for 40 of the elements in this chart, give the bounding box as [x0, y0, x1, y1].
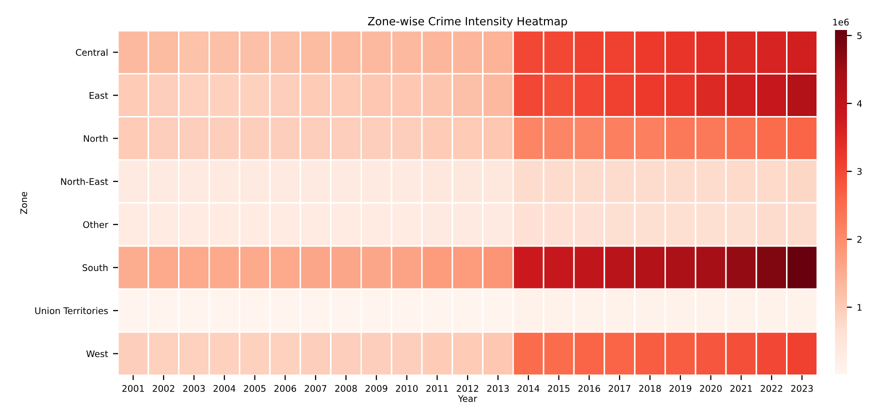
y-axis-title: Zone: [20, 192, 28, 214]
x-tick-label: 2007: [304, 385, 326, 392]
color-bar-label: 2: [857, 236, 862, 243]
x-tick-label: 2016: [578, 385, 600, 392]
x-tick-label: 2017: [608, 385, 630, 392]
x-tick-label: 2019: [670, 385, 692, 392]
x-tick-label: 2021: [730, 385, 752, 392]
x-tick-label: 2015: [548, 385, 570, 392]
color-bar-label: 5: [857, 32, 862, 40]
y-tick-label: Central: [76, 48, 108, 56]
x-tick-label: 2004: [214, 385, 236, 392]
y-tick-label: West: [86, 350, 108, 358]
x-tick-label: 2008: [335, 385, 357, 392]
x-tick-label: 2023: [791, 385, 813, 392]
x-tick-label: 2002: [152, 385, 174, 392]
y-tick-label: Other: [83, 221, 108, 228]
x-tick-label: 2013: [487, 385, 509, 392]
x-tick-label: 2022: [760, 385, 782, 392]
y-tick-label: East: [90, 92, 108, 99]
x-tick-label: 2020: [700, 385, 722, 392]
y-tick-label: North-East: [61, 178, 108, 185]
x-tick-label: 2001: [122, 385, 144, 392]
x-tick-label: 2005: [244, 385, 266, 392]
x-tick-label: 2006: [274, 385, 296, 392]
chart-title: Zone-wise Crime Intensity Heatmap: [368, 16, 568, 28]
color-bar-label: 1: [858, 304, 862, 311]
y-tick-label: South: [82, 264, 108, 272]
x-tick-label: 2014: [518, 385, 540, 392]
color-bar-label: 4: [857, 100, 862, 107]
x-tick-label: 2003: [183, 385, 205, 392]
x-tick-label: 2009: [366, 385, 388, 392]
x-tick-label: 2012: [456, 385, 478, 392]
x-axis-title: Year: [458, 395, 478, 402]
x-tick-label: 2010: [396, 385, 418, 392]
y-tick-label: North: [84, 134, 108, 142]
color-bar-label: 3: [857, 168, 862, 175]
x-tick-label: 2018: [639, 385, 661, 392]
x-tick-label: 2011: [426, 385, 448, 392]
text: 1e6: [833, 18, 849, 26]
y-tick-label: Union Territories: [35, 307, 108, 314]
